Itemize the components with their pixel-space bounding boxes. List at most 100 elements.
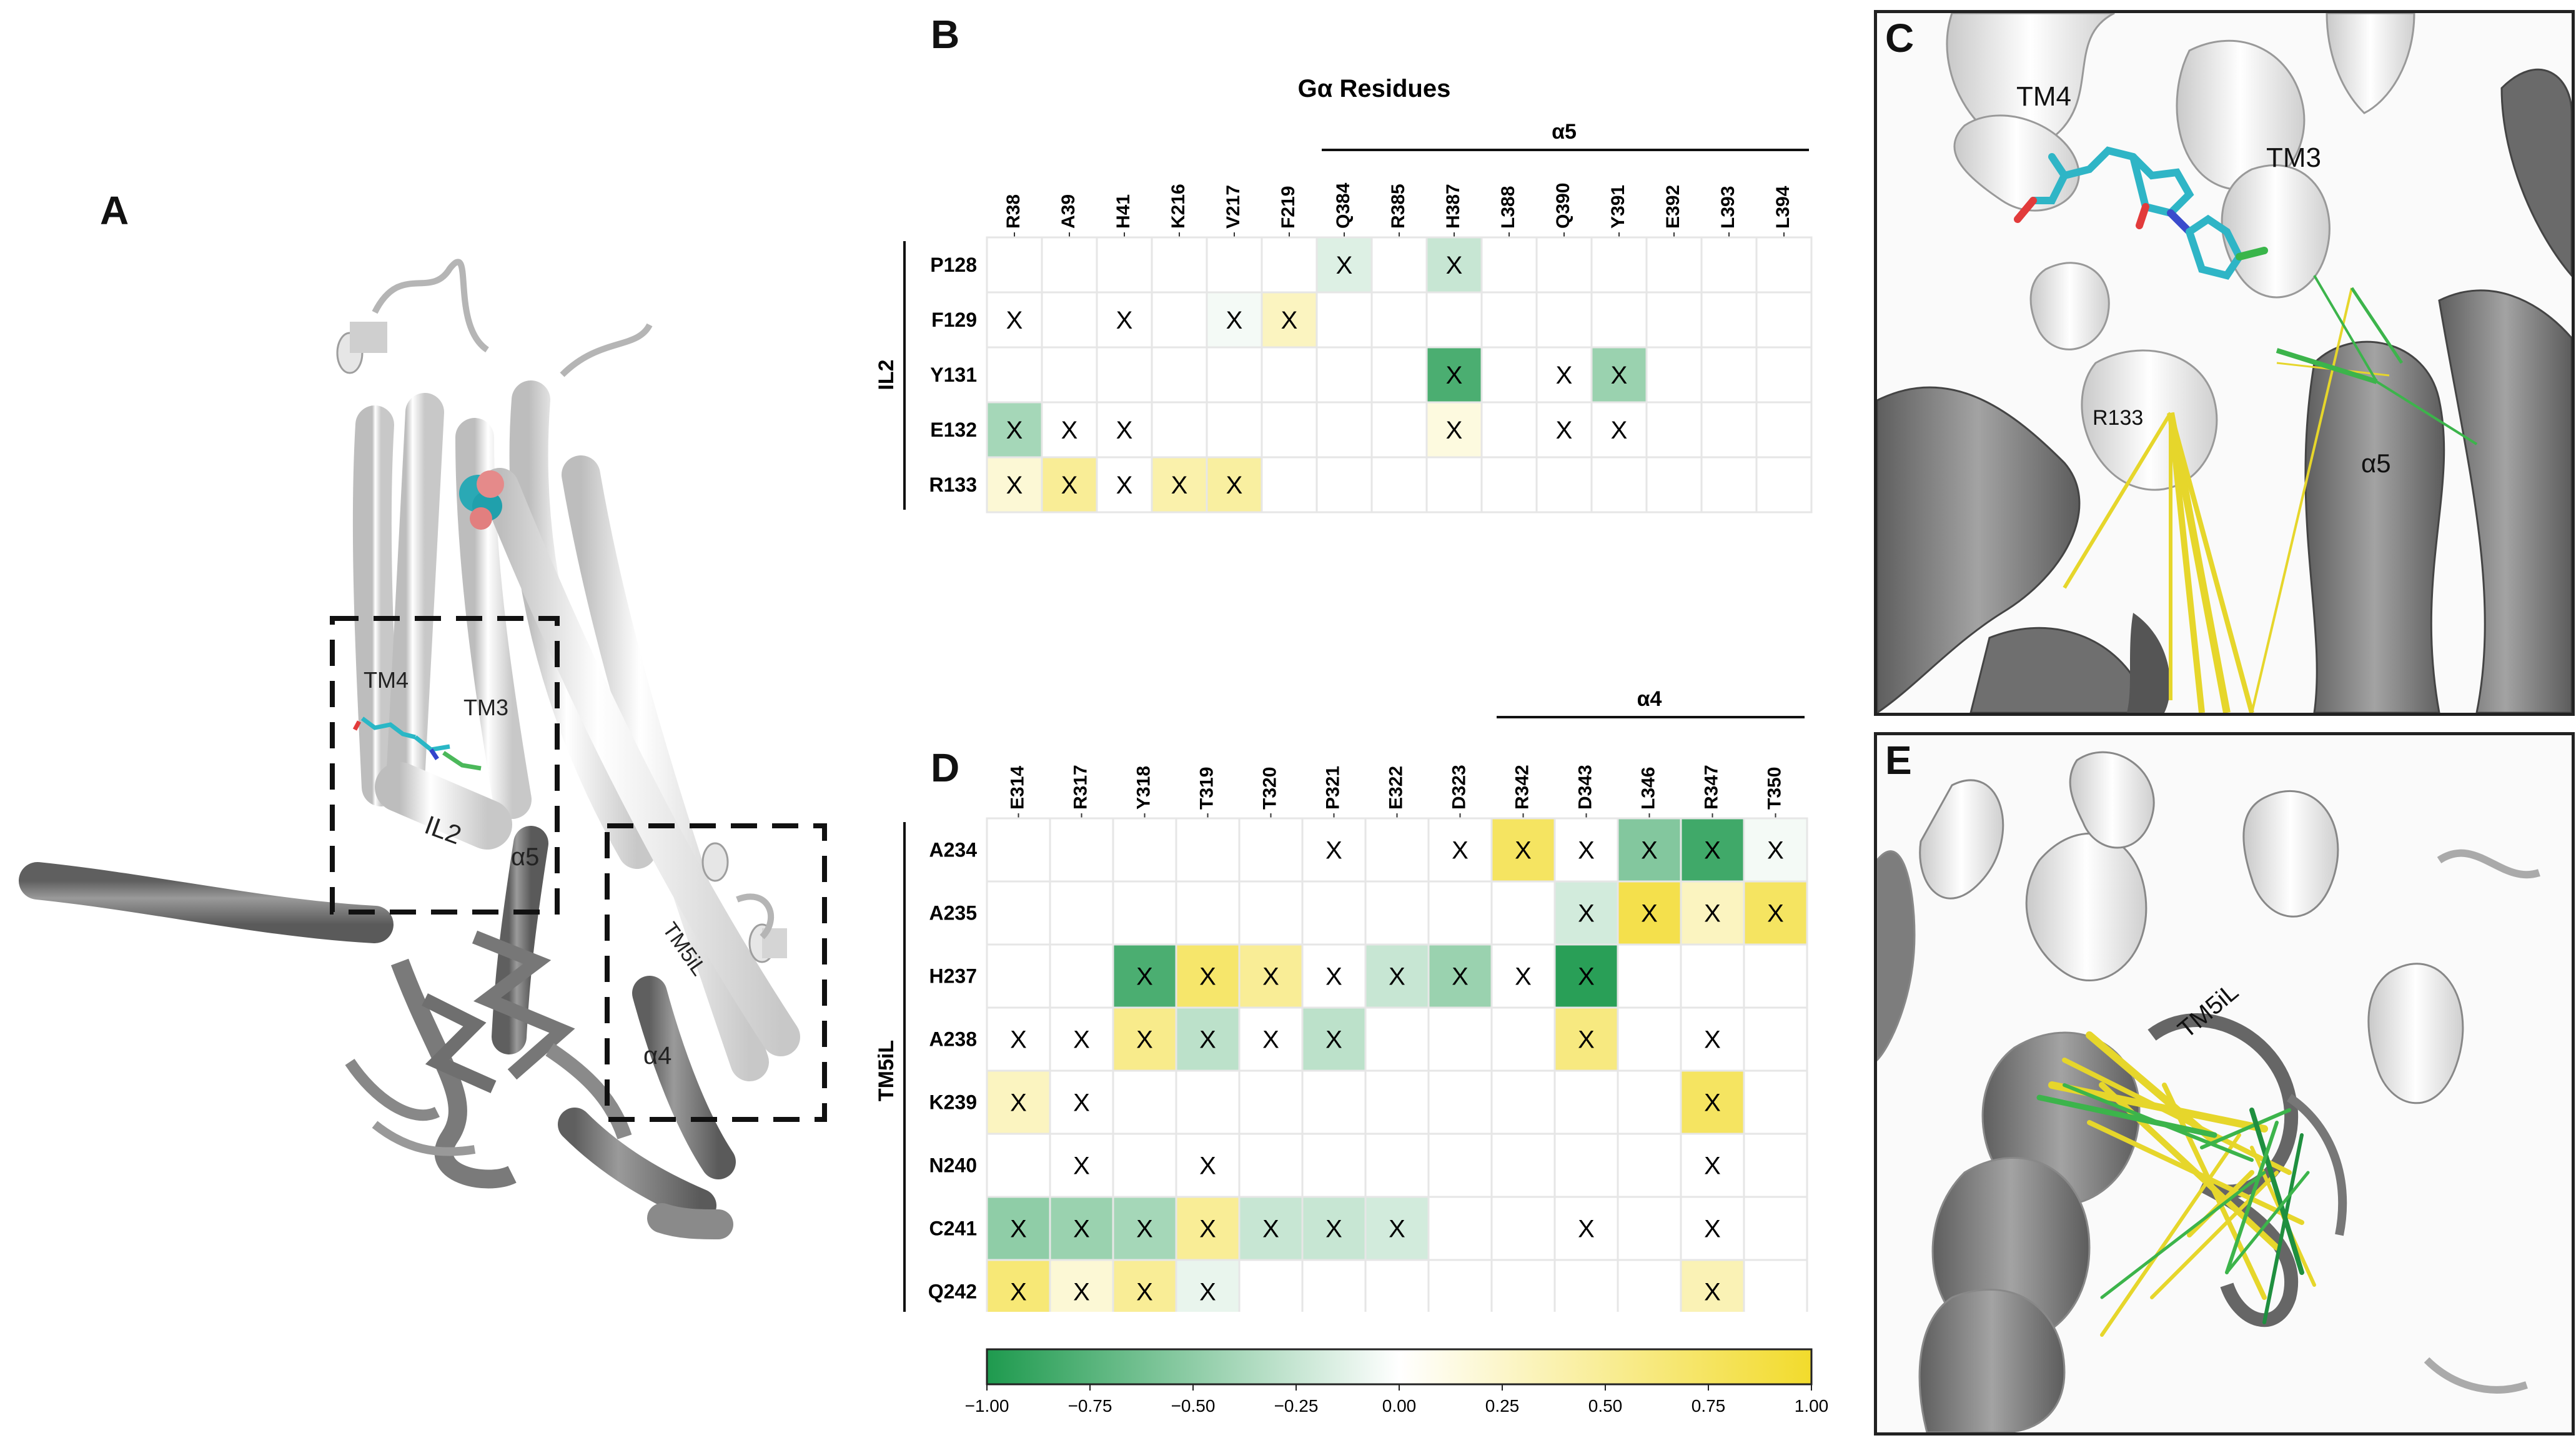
label-a-alpha5: α5 [511,843,540,871]
heatmap-cell [1490,1196,1556,1261]
cell-marker: X [1515,963,1532,991]
heatmap-cell [1535,346,1593,404]
heatmap-cell [1175,817,1241,883]
heatmap-cell [1427,1006,1493,1072]
row-label: H237 [929,965,978,988]
heatmap-cell [1364,1259,1430,1312]
heatmap-cell [1112,1259,1177,1312]
heatmap-cell [986,817,1051,883]
heatmap-cell [1238,817,1304,883]
panel-e-letter: E [1885,738,1912,783]
heatmap-cell [986,1133,1051,1198]
ligand-spheres [459,470,504,530]
cell-marker: X [1336,252,1353,279]
heatmap-title: Gα Residues [1298,75,1451,102]
heatmap-cell [1364,817,1430,883]
colorbar: −1.00 −0.75 −0.50 −0.25 0.00 0.25 0.50 0.75 1.00 [965,1348,1828,1416]
column-label: T319 [1196,767,1217,810]
heatmap-cell [1755,346,1813,404]
cell-marker: X [1641,900,1658,928]
cell-marker: X [1704,1216,1721,1243]
heatmap-cell [1427,1069,1493,1135]
row-label: K239 [929,1091,978,1114]
heatmap-cell [1301,1069,1367,1135]
heatmap-cell [1645,291,1703,349]
heatmap-cell [1151,401,1208,459]
heatmap-cell [1301,1259,1367,1312]
row-label: A234 [929,839,978,861]
row-label: P128 [930,254,977,276]
cell-marker: X [1199,963,1216,991]
cell-marker: X [1171,472,1188,499]
heatmap-cell [1535,291,1593,349]
heatmap-cell [1112,817,1177,883]
cell-marker: X [1199,1153,1216,1180]
heatmap-cell [1743,1006,1808,1072]
heatmap-cell [1490,880,1556,946]
heatmap-cell [1364,1133,1430,1198]
row-label: R133 [929,474,978,496]
heatmap-cell [1041,456,1098,513]
g-protein [19,826,736,1239]
cell-marker: X [1389,1216,1405,1243]
label-c-r133: R133 [2093,406,2144,430]
heatmap-cell [1425,456,1483,513]
panel-a-structure [19,259,827,1239]
heatmap-cell [1617,1069,1682,1135]
column-label: D343 [1575,765,1595,810]
label-c-tm3: TM3 [2266,142,2321,173]
heatmap-cell [1590,456,1648,513]
heatmap-cell [1427,817,1493,883]
heatmap-cell [1206,401,1263,459]
heatmap-cell [1041,291,1098,349]
heatmap-cell [1175,1069,1241,1135]
column-label: R347 [1701,765,1721,810]
cell-marker: X [1136,1216,1153,1243]
heatmap-cell [1151,291,1208,349]
cell-marker: X [1199,1279,1216,1306]
group-bracket-label: α5 [1552,120,1577,144]
label-a-alpha4: α4 [643,1042,672,1069]
heatmap-cell [1049,880,1114,946]
colorbar-tick-label: −0.50 [1171,1396,1216,1416]
heatmap-cell [1680,943,1745,1009]
heatmap-cell [986,456,1043,513]
heatmap-cell [1680,817,1745,883]
e-interactions [2036,1031,2316,1337]
heatmap-cell [1364,1196,1430,1261]
heatmap-cell [1427,1259,1493,1312]
heatmap-cell [1315,346,1373,404]
heatmap-cell [1743,817,1808,883]
cell-marker: X [1136,1279,1153,1306]
column-label: Y318 [1133,766,1154,810]
cell-marker: X [1556,417,1573,444]
cell-marker: X [1578,900,1595,928]
heatmap-cell [1427,880,1493,946]
heatmap-cell [1301,880,1367,946]
heatmap-cell [1590,236,1648,294]
heatmap-cell [1553,1259,1619,1312]
heatmap-cell [1175,943,1241,1009]
heatmap-cell [1425,291,1483,349]
heatmap-cell [1617,1133,1682,1198]
heatmap-cell [1427,1133,1493,1198]
heatmap-cell [1700,291,1758,349]
heatmap-cell [1480,456,1538,513]
heatmap-cell [1315,291,1373,349]
heatmap-cell [1206,456,1263,513]
cell-marker: X [1281,307,1298,334]
heatmap-cell [1553,1069,1619,1135]
colorbar-tick-label: 0.00 [1382,1396,1417,1416]
column-label: L393 [1718,186,1738,229]
panel-c-box [1874,10,2575,716]
heatmap-cell [1096,456,1153,513]
heatmap-cell [1315,401,1373,459]
heatmap-cell [1617,1006,1682,1072]
heatmap-d: α4 E314 R317 Y318 T319 T320 P321 E322 D323 R342 D3… [874,687,1808,1312]
column-label: Q384 [1333,182,1354,229]
cell-marker: X [1073,1026,1090,1054]
column-label: L394 [1773,186,1793,229]
column-label: E322 [1385,766,1406,810]
heatmap-cell [1553,1133,1619,1198]
heatmap-cell [986,236,1043,294]
